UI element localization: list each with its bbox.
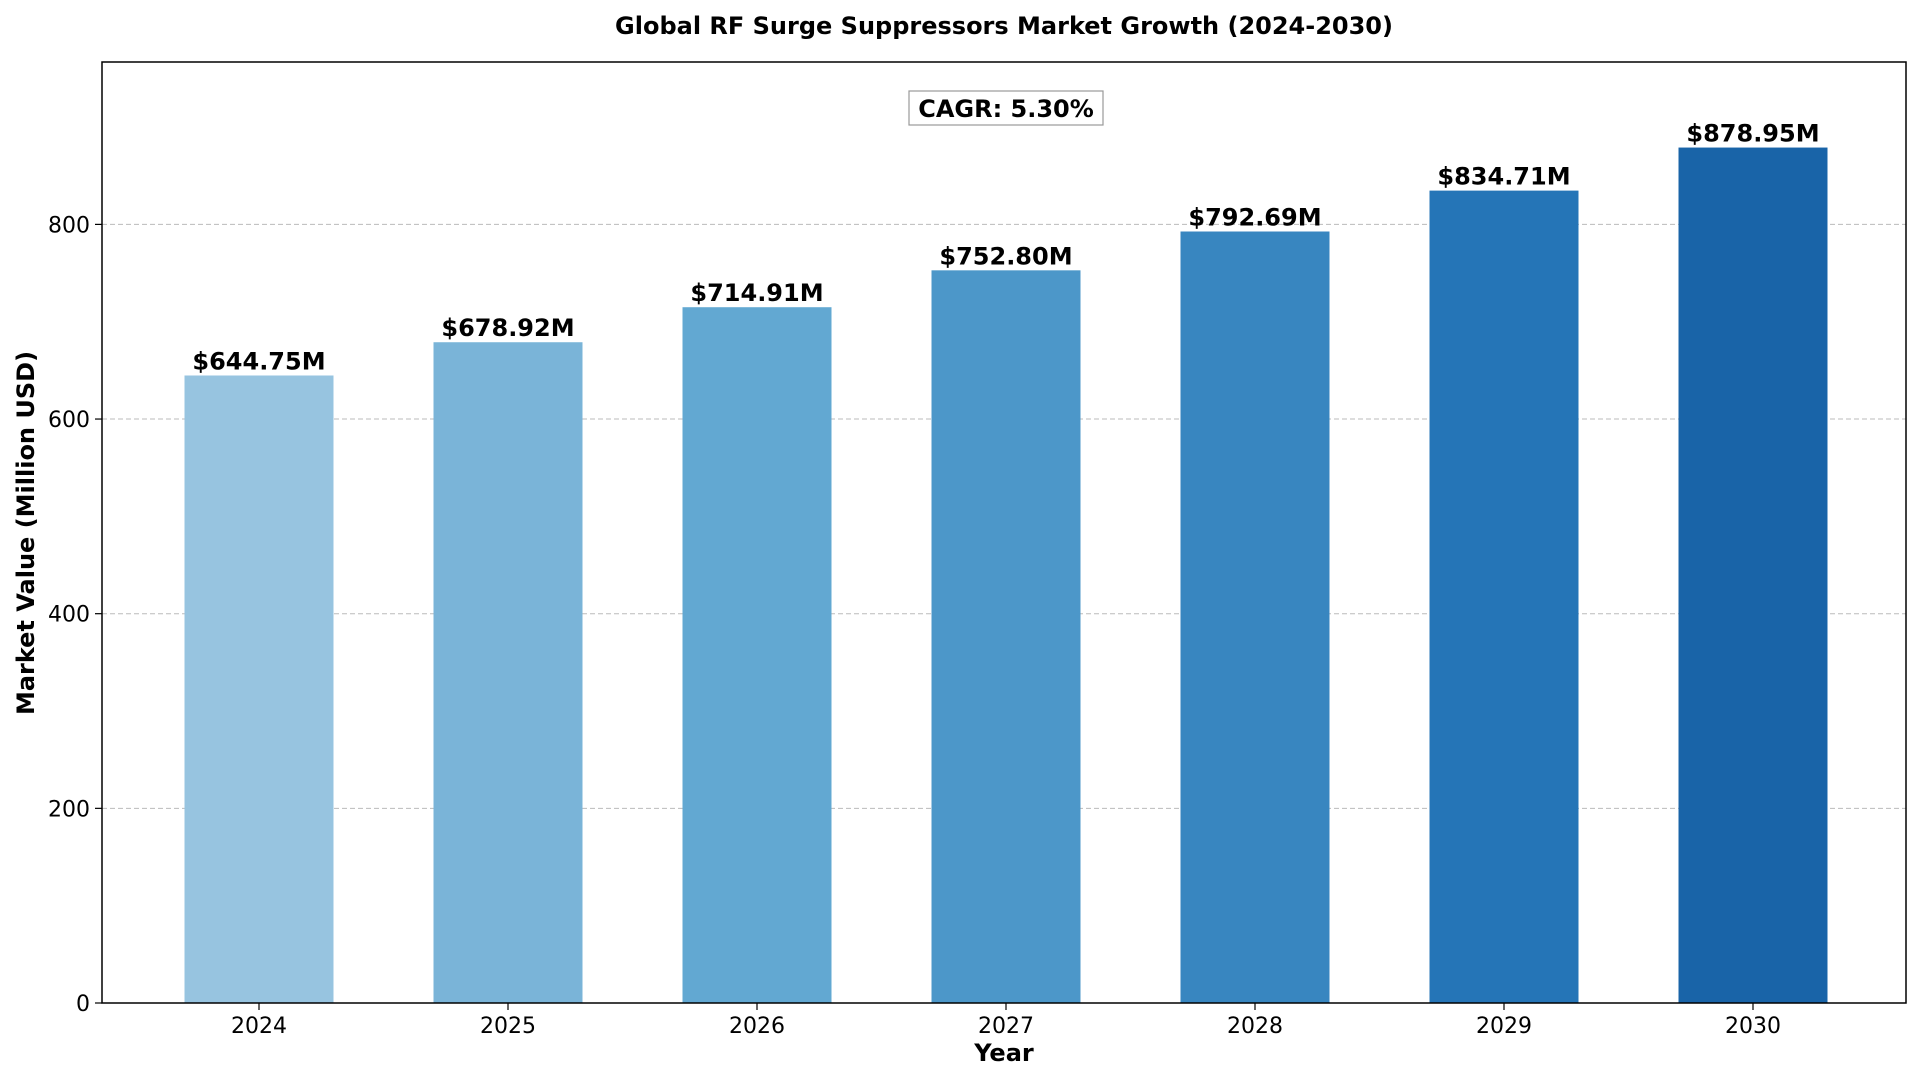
bar-2024 (184, 375, 334, 1003)
gridlines (102, 223, 1906, 809)
cagr-annotation-box (908, 90, 1104, 126)
bar-value-labels: $644.75M $678.92M $714.91M $752.80M $792.69M… (192, 120, 1819, 376)
x-tick-label: 2030 (1725, 1014, 1781, 1039)
x-tick-label: 2024 (231, 1014, 287, 1039)
bar-value-label: $644.75M (192, 347, 325, 375)
y-tick-label: 400 (48, 603, 90, 628)
y-tick-label: 600 (48, 408, 90, 433)
cagr-annotation: CAGR: 5.30% (908, 90, 1104, 126)
x-tick-label: 2026 (729, 1014, 785, 1039)
x-axis: 2024 2025 2026 2027 2028 2029 2030 (231, 1003, 1781, 1039)
y-tick-label: 200 (48, 797, 90, 822)
y-axis-label: Market Value (Million USD) (12, 351, 40, 715)
bar-2025 (433, 342, 583, 1003)
y-axis: 0 200 400 600 800 (48, 213, 102, 1017)
chart-title: Global RF Surge Suppressors Market Growt… (615, 12, 1393, 40)
y-tick-label: 0 (76, 992, 90, 1017)
y-tick-label: 800 (48, 213, 90, 238)
bar-2029 (1429, 190, 1579, 1004)
x-tick-label: 2027 (978, 1014, 1034, 1039)
bar-value-label: $792.69M (1188, 204, 1321, 232)
x-tick-label: 2028 (1227, 1014, 1283, 1039)
x-tick-label: 2025 (480, 1014, 536, 1039)
bar-value-label: $678.92M (441, 314, 574, 342)
bar-2028 (1180, 231, 1330, 1003)
bars (184, 147, 1828, 1004)
x-tick-label: 2029 (1476, 1014, 1532, 1039)
x-axis-label: Year (973, 1039, 1034, 1067)
bar-2027 (931, 270, 1081, 1003)
bar-2030 (1678, 147, 1828, 1004)
plot-frame (101, 61, 1907, 1004)
cagr-annotation-text: CAGR: 5.30% (918, 95, 1094, 123)
bar-value-label: $834.71M (1437, 163, 1570, 191)
bar-value-label: $714.91M (690, 279, 823, 307)
bar-2026 (682, 307, 832, 1003)
bar-value-label: $752.80M (939, 242, 1072, 270)
bar-value-label: $878.95M (1686, 120, 1819, 148)
